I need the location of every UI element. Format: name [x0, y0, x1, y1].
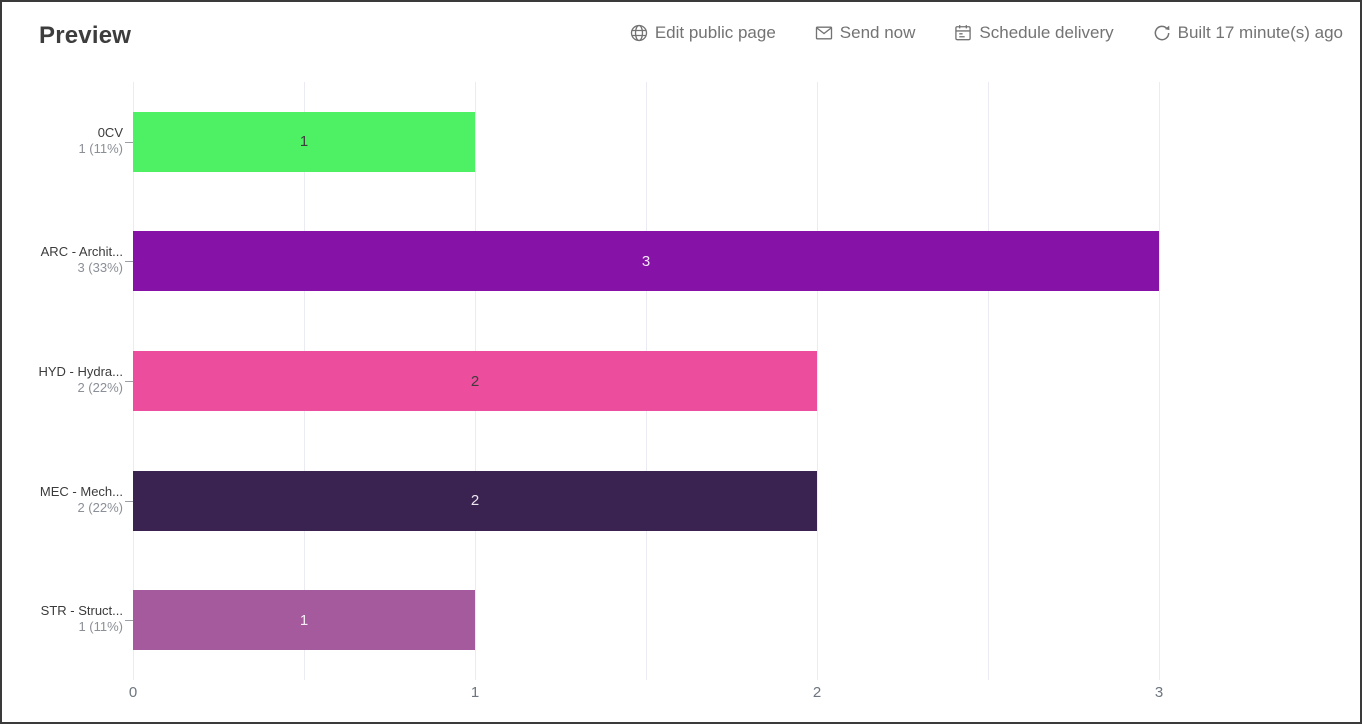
x-tick-label: 0 [128, 684, 138, 701]
category-name: ARC - Archit... [40, 244, 123, 260]
gridline [817, 82, 818, 680]
toolbar: Edit public page Send now Schedule deliv… [629, 2, 1343, 64]
bar-value-label: 3 [641, 252, 651, 270]
send-now-label: Send now [839, 23, 916, 42]
edit-public-page-button[interactable]: Edit public page [629, 23, 776, 43]
category-label: ARC - Archit... 3 (33%) [2, 244, 123, 276]
category-name: STR - Struct... [40, 603, 123, 619]
bar[interactable]: 2 [133, 470, 817, 531]
category-label: HYD - Hydra... 2 (22%) [2, 364, 123, 396]
tick-dash [125, 261, 133, 263]
category-label: STR - Struct... 1 (11%) [2, 603, 123, 635]
category-sublabel: 1 (11%) [78, 619, 123, 635]
x-tick-label: 1 [470, 684, 480, 701]
category-name: HYD - Hydra... [38, 364, 123, 379]
schedule-delivery-label: Schedule delivery [979, 23, 1114, 42]
bar[interactable]: 1 [133, 590, 475, 651]
category-name: 0CV [97, 124, 123, 140]
schedule-delivery-button[interactable]: Schedule delivery [953, 23, 1114, 43]
bar-value-label: 2 [470, 372, 480, 390]
tick-dash [125, 141, 133, 143]
bar[interactable]: 2 [133, 351, 817, 411]
category-label: MEC - Mech... 2 (22%) [2, 484, 123, 516]
category-sublabel: 2 (22%) [77, 499, 123, 515]
envelope-icon [815, 26, 832, 40]
globe-icon [630, 24, 647, 42]
tick-dash [125, 620, 133, 622]
bar-value-label: 2 [470, 492, 480, 510]
header: Preview Edit public page Send now Sch [2, 2, 1360, 64]
x-tick-label: 2 [812, 684, 822, 701]
bar[interactable]: 3 [133, 231, 1159, 292]
category-sublabel: 1 (11%) [78, 140, 123, 156]
tick-dash [125, 500, 133, 502]
category-name: MEC - Mech... [39, 483, 123, 499]
edit-public-page-label: Edit public page [654, 23, 776, 42]
built-status-button[interactable]: Built 17 minute(s) ago [1152, 23, 1343, 43]
bar-value-label: 1 [299, 611, 309, 629]
gridline [988, 82, 989, 680]
gridline [1159, 82, 1160, 680]
calendar-icon [955, 25, 972, 41]
category-sublabel: 3 (33%) [77, 260, 123, 276]
bar-value-label: 1 [299, 133, 309, 151]
x-tick-label: 3 [1154, 684, 1164, 701]
category-label: 0CV 1 (11%) [2, 125, 123, 157]
built-status-label: Built 17 minute(s) ago [1177, 23, 1343, 42]
page-title: Preview [39, 22, 132, 49]
refresh-icon [1154, 25, 1170, 41]
bar[interactable]: 1 [133, 111, 475, 172]
tick-dash [125, 381, 133, 382]
category-sublabel: 2 (22%) [77, 380, 123, 395]
send-now-button[interactable]: Send now [814, 23, 916, 43]
